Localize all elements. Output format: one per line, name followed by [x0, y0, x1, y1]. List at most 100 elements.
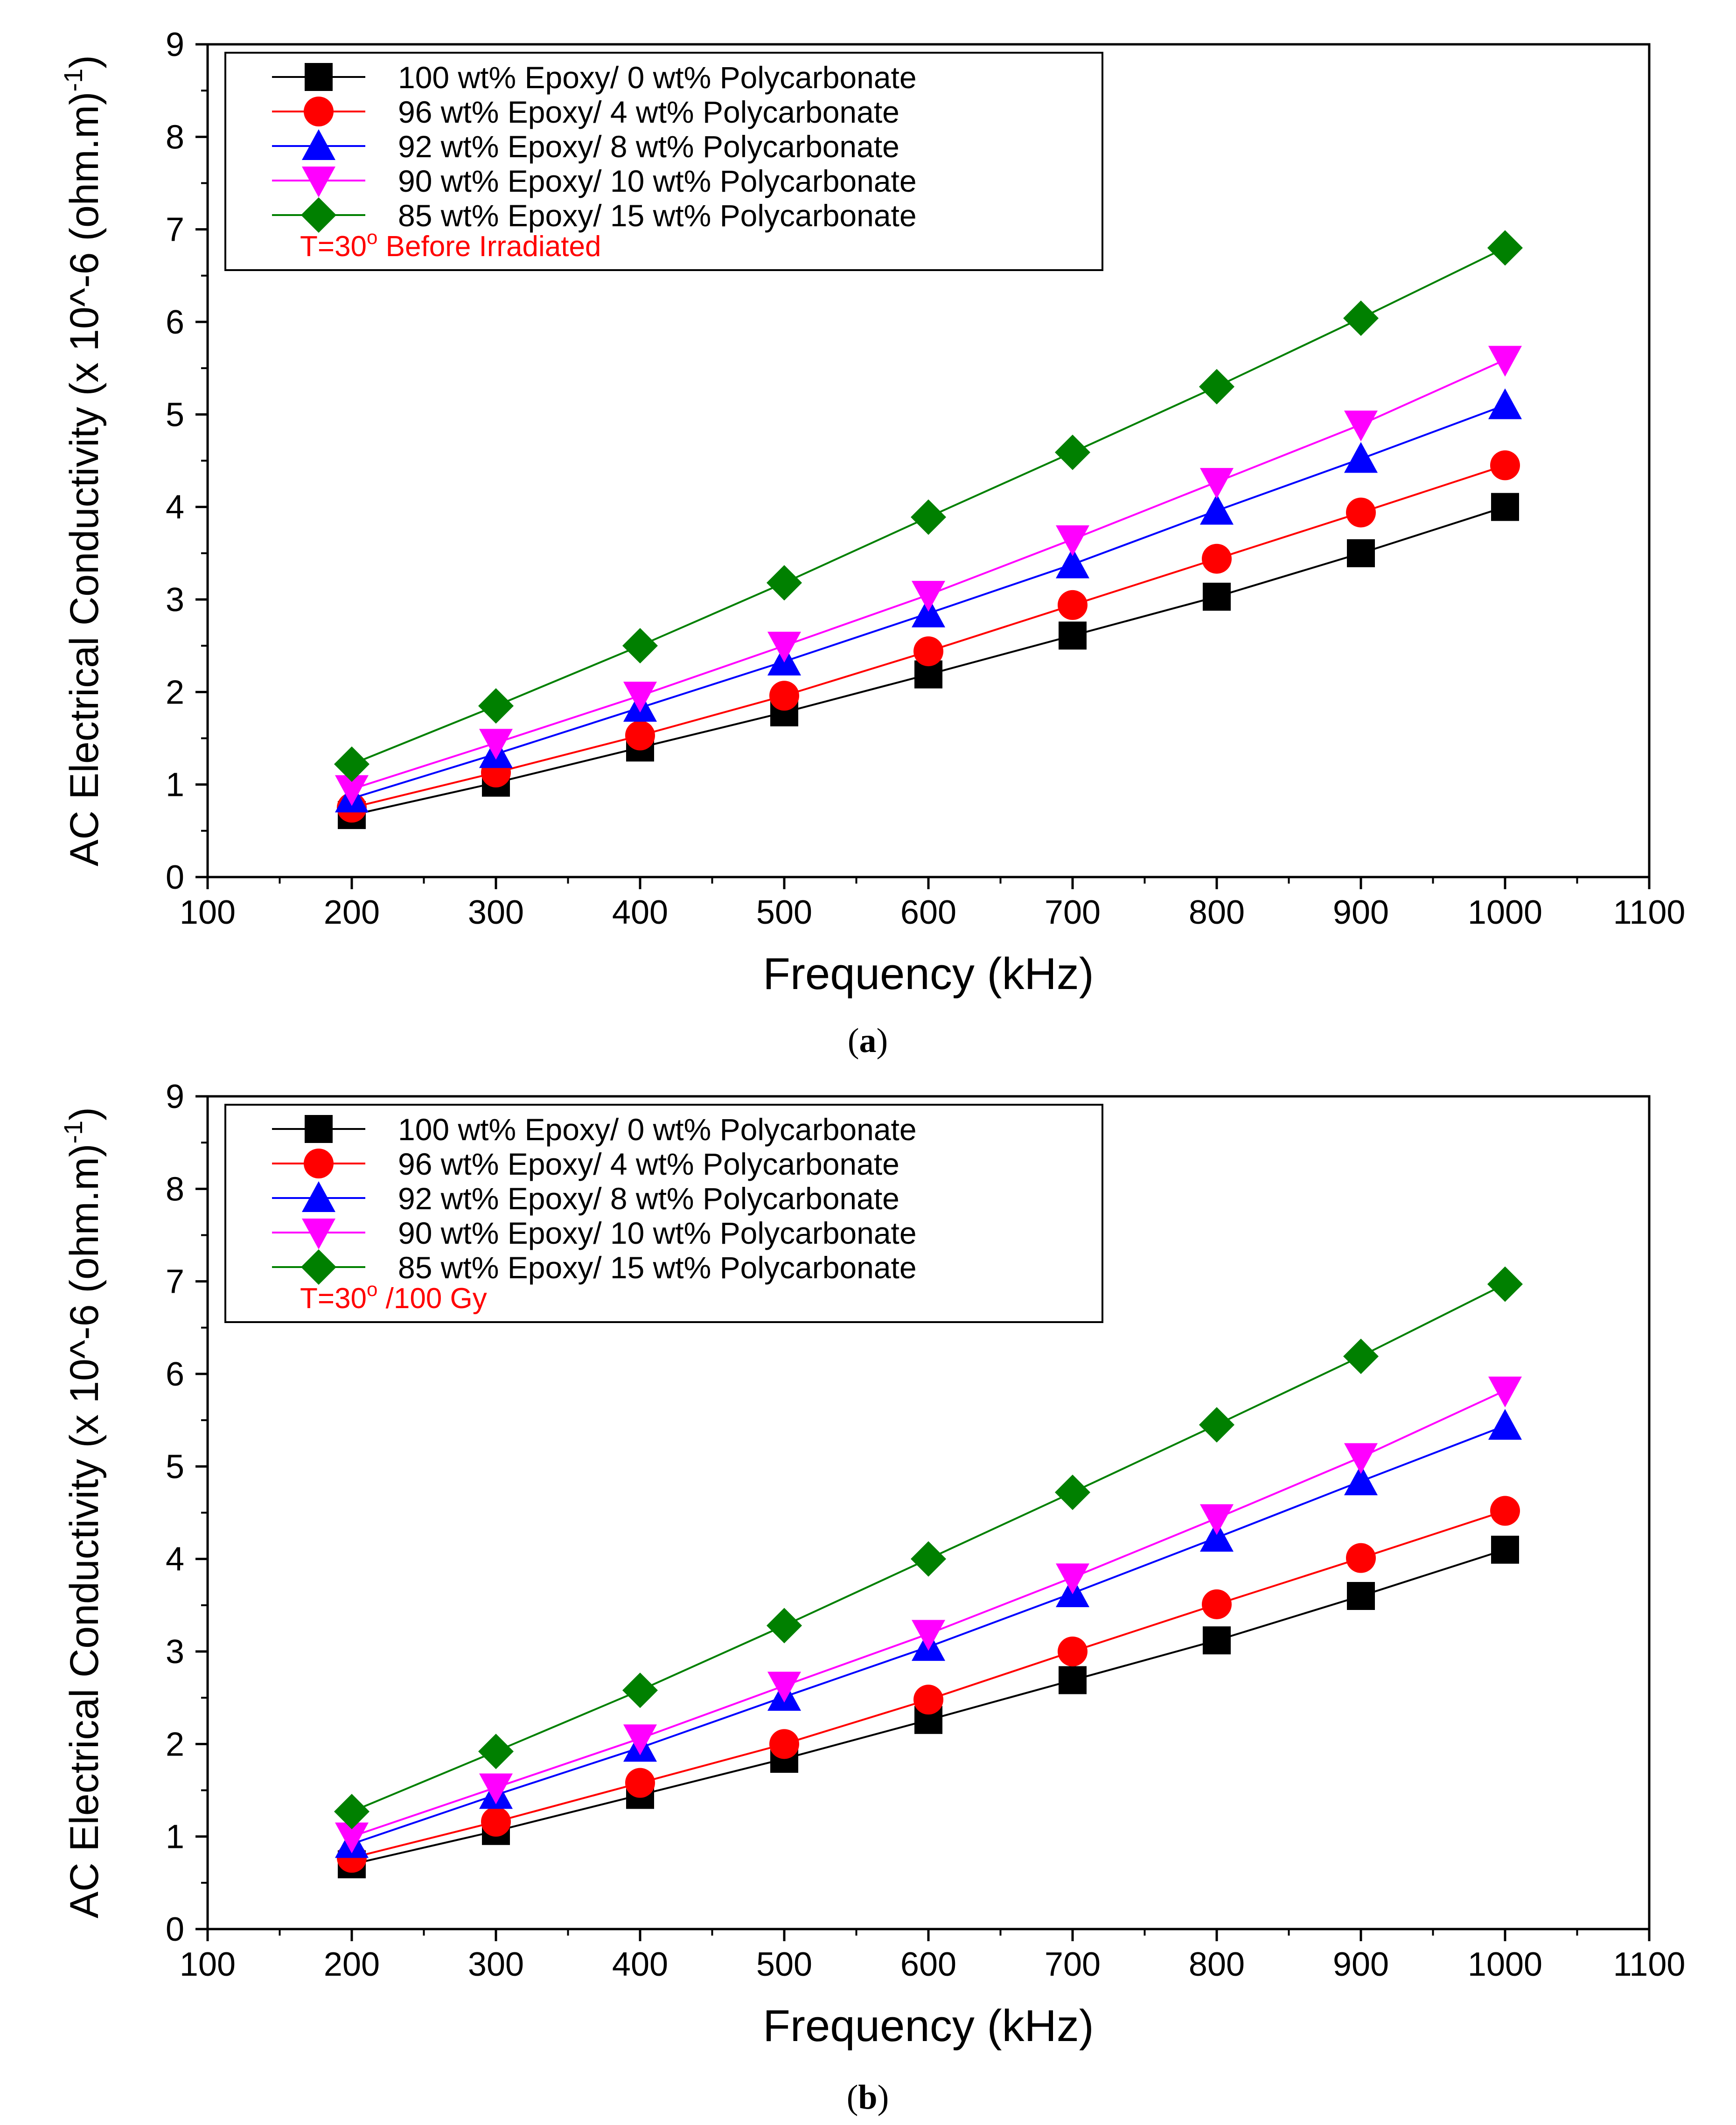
- y-axis-label: AC Electrical Conductivity (x 10^-6 (ohm…: [58, 55, 107, 866]
- data-point-1: [625, 1768, 655, 1798]
- legend-label: 96 wt% Epoxy/ 4 wt% Polycarbonate: [398, 95, 899, 129]
- data-point-1: [769, 681, 799, 711]
- x-tick-label: 800: [1189, 1946, 1245, 1983]
- y-tick-label: 9: [166, 1078, 184, 1115]
- data-point-2: [912, 596, 945, 627]
- data-point-4: [622, 628, 658, 664]
- data-point-2: [1056, 547, 1089, 578]
- data-point-3: [1200, 468, 1234, 499]
- data-point-2: [1344, 442, 1378, 473]
- data-point-3: [767, 632, 801, 663]
- data-point-1: [913, 1685, 943, 1715]
- legend-label: 85 wt% Epoxy/ 15 wt% Polycarbonate: [398, 1250, 917, 1285]
- data-point-4: [1487, 230, 1523, 266]
- y-tick-label: 7: [166, 211, 184, 249]
- legend-box: [224, 1104, 1103, 1323]
- data-point-1: [1490, 450, 1520, 481]
- y-tick-label: 8: [166, 118, 184, 156]
- data-point-0: [1491, 1535, 1519, 1564]
- y-tick-label: 0: [166, 1911, 184, 1948]
- y-axis-label: AC Electrical Conductivity (x 10^-6 (ohm…: [58, 1107, 107, 1918]
- caption-b: (b): [847, 2078, 889, 2117]
- x-tick-label: 700: [1045, 1946, 1101, 1983]
- data-point-4: [1055, 434, 1090, 470]
- data-point-1: [1202, 543, 1232, 574]
- data-point-1: [1346, 1543, 1376, 1573]
- data-point-4: [1055, 1474, 1090, 1510]
- data-point-1: [1346, 497, 1376, 528]
- legend-marker: [302, 167, 335, 197]
- x-tick-label: 100: [180, 1946, 236, 1983]
- x-tick-label: 900: [1333, 1946, 1389, 1983]
- y-tick-label: 6: [166, 304, 184, 341]
- data-point-0: [1203, 583, 1231, 611]
- x-tick-label: 500: [756, 894, 812, 931]
- legend-label: 90 wt% Epoxy/ 10 wt% Polycarbonate: [398, 164, 917, 198]
- x-tick-label: 900: [1333, 894, 1389, 931]
- data-point-4: [334, 746, 370, 782]
- legend-label: 92 wt% Epoxy/ 8 wt% Polycarbonate: [398, 129, 899, 164]
- y-tick-label: 4: [166, 1541, 184, 1578]
- legend-marker: [301, 197, 336, 233]
- data-point-3: [1056, 1563, 1089, 1595]
- legend-marker: [304, 97, 334, 126]
- x-tick-label: 200: [324, 894, 380, 931]
- legend-label: 90 wt% Epoxy/ 10 wt% Polycarbonate: [398, 1216, 917, 1250]
- data-point-0: [1347, 539, 1375, 567]
- y-tick-label: 6: [166, 1356, 184, 1393]
- legend-marker: [302, 129, 335, 160]
- data-point-3: [1488, 1376, 1522, 1407]
- legend-label: 85 wt% Epoxy/ 15 wt% Polycarbonate: [398, 198, 917, 233]
- x-tick-label: 300: [468, 894, 524, 931]
- data-point-4: [767, 1608, 802, 1644]
- data-point-1: [1058, 590, 1088, 620]
- y-tick-label: 2: [166, 674, 184, 711]
- x-tick-label: 200: [324, 1946, 380, 1983]
- y-tick-label: 3: [166, 581, 184, 619]
- data-point-3: [335, 775, 369, 806]
- y-tick-label: 0: [166, 859, 184, 896]
- data-point-4: [1487, 1266, 1523, 1302]
- data-point-3: [1488, 346, 1522, 377]
- y-tick-label: 8: [166, 1170, 184, 1208]
- data-point-2: [1200, 1521, 1234, 1552]
- x-tick-label: 1100: [1613, 1946, 1686, 1983]
- legend-marker: [305, 63, 333, 91]
- legend-marker: [302, 1219, 335, 1249]
- data-point-2: [1488, 388, 1522, 419]
- data-point-0: [1059, 1666, 1087, 1694]
- chart-panel-b: 100 200 300 400 500 600 700 800 900 1000 1100 0 1 2 3 4…: [58, 1078, 1685, 2051]
- data-point-2: [1344, 1464, 1378, 1496]
- legend-box: [224, 52, 1103, 271]
- legend-marker: [304, 1149, 334, 1178]
- data-point-2: [1200, 494, 1234, 525]
- data-point-4: [767, 565, 802, 601]
- data-point-4: [1343, 300, 1379, 336]
- data-point-0: [1491, 493, 1519, 521]
- legend-label: 100 wt% Epoxy/ 0 wt% Polycarbonate: [398, 1112, 917, 1147]
- data-point-4: [1343, 1338, 1379, 1374]
- x-tick-label: 1100: [1613, 894, 1686, 931]
- legend-label: 96 wt% Epoxy/ 4 wt% Polycarbonate: [398, 1147, 899, 1181]
- data-point-0: [1203, 1626, 1231, 1655]
- legend-label: 92 wt% Epoxy/ 8 wt% Polycarbonate: [398, 1181, 899, 1216]
- y-tick-label: 9: [166, 26, 184, 63]
- legend-annotation: T=30o Before Irradiated: [300, 226, 601, 263]
- x-tick-label: 500: [756, 1946, 812, 1983]
- data-point-4: [911, 499, 946, 535]
- data-point-4: [622, 1672, 658, 1708]
- data-point-3: [623, 1724, 657, 1756]
- data-point-4: [334, 1794, 370, 1830]
- x-tick-label: 400: [612, 1946, 668, 1983]
- data-point-3: [1056, 525, 1089, 557]
- data-point-1: [1202, 1589, 1232, 1619]
- legend-marker: [305, 1115, 333, 1143]
- y-tick-label: 5: [166, 396, 184, 433]
- data-point-3: [623, 682, 657, 713]
- x-tick-label: 700: [1045, 894, 1101, 931]
- data-point-3: [1200, 1504, 1234, 1535]
- legend-marker: [302, 1181, 335, 1212]
- data-point-4: [478, 1734, 514, 1770]
- x-axis-label: Frequency (kHz): [763, 949, 1094, 999]
